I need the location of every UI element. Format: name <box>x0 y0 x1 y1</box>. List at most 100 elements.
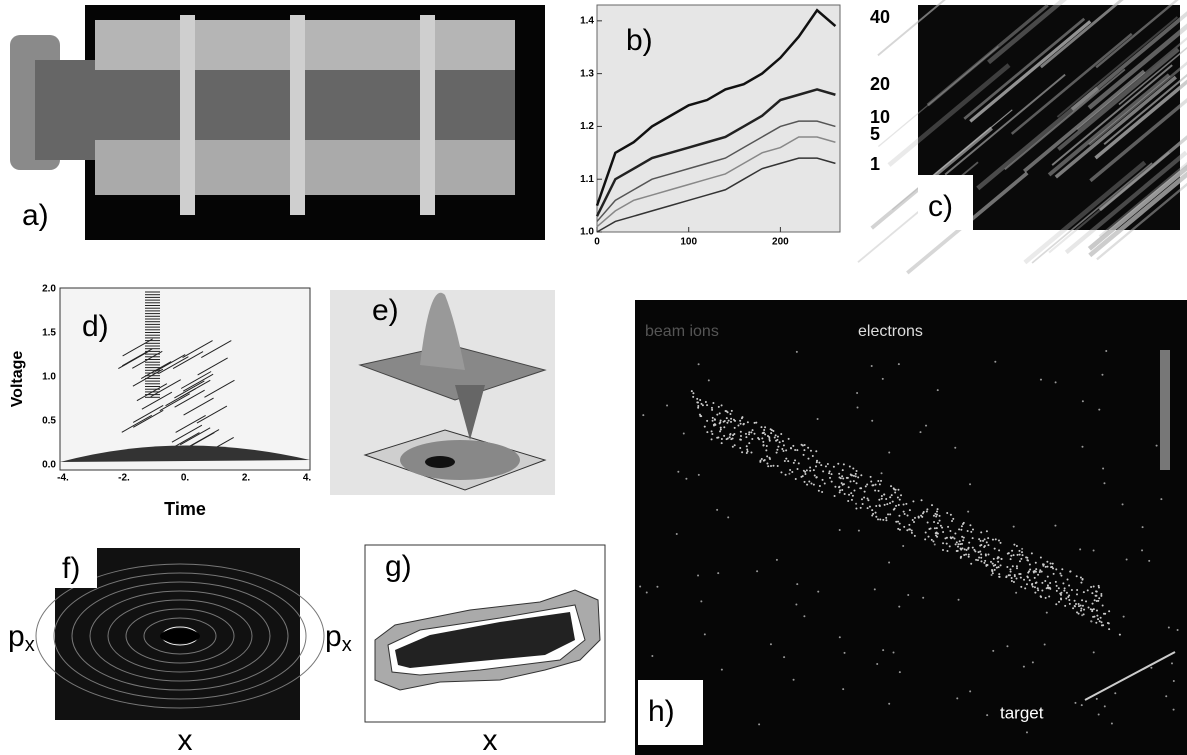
particle <box>1078 603 1080 605</box>
particle <box>740 431 742 433</box>
particle <box>963 554 965 556</box>
particle <box>676 533 678 535</box>
particle <box>853 489 855 491</box>
particle <box>985 553 987 555</box>
particle <box>936 532 938 534</box>
particle <box>721 669 723 671</box>
particle <box>936 514 938 516</box>
particle <box>897 528 899 530</box>
axis-label: px <box>325 620 352 656</box>
particle <box>875 512 877 514</box>
particle <box>723 421 725 423</box>
particle <box>921 499 923 501</box>
particle <box>704 426 706 428</box>
particle <box>1054 525 1056 527</box>
particle <box>1114 692 1116 694</box>
particle <box>719 412 721 414</box>
particle <box>889 496 891 498</box>
particle <box>1173 680 1175 682</box>
particle <box>1034 586 1036 588</box>
particle <box>1047 576 1049 578</box>
particle <box>886 503 888 505</box>
particle <box>893 651 895 653</box>
axis-label: x <box>483 724 498 755</box>
particle <box>699 399 701 401</box>
particle <box>1050 566 1052 568</box>
particle <box>1173 709 1175 711</box>
x-tick-label: 0. <box>181 473 190 484</box>
particle <box>993 558 995 560</box>
particle <box>980 531 982 533</box>
particle <box>764 433 766 435</box>
particle <box>803 449 805 451</box>
particle <box>905 503 907 505</box>
particle <box>1081 579 1083 581</box>
particle <box>1081 599 1083 601</box>
particle <box>802 444 804 446</box>
particle <box>1076 593 1078 595</box>
particle <box>716 414 718 416</box>
particle <box>1090 586 1092 588</box>
particle <box>903 511 905 513</box>
particle <box>775 434 777 436</box>
particle <box>1156 445 1158 447</box>
particle <box>763 460 765 462</box>
x-tick-label: -2. <box>118 473 130 484</box>
particle <box>1101 374 1103 376</box>
particle <box>1000 542 1002 544</box>
particle <box>875 505 877 507</box>
particle <box>780 433 782 435</box>
particle <box>816 476 818 478</box>
particle <box>726 417 728 419</box>
particle <box>646 591 648 593</box>
particle <box>802 475 804 477</box>
particle <box>785 474 787 476</box>
particle <box>1098 714 1100 716</box>
particle <box>1055 581 1057 583</box>
y-tick-label: 1.3 <box>580 68 594 79</box>
particle <box>933 515 935 517</box>
particle <box>769 458 771 460</box>
particle <box>732 434 734 436</box>
y-tick-label: 1.0 <box>42 372 56 383</box>
particle <box>750 431 752 433</box>
particle <box>894 492 896 494</box>
particle <box>867 507 869 509</box>
particle <box>1148 560 1150 562</box>
particle <box>918 517 920 519</box>
particle <box>942 542 944 544</box>
particle <box>770 428 772 430</box>
panel-b: b) 1.01.11.21.31.4010020040201051 <box>580 5 890 248</box>
particle <box>808 480 810 482</box>
particle <box>770 432 772 434</box>
particle <box>781 448 783 450</box>
particle <box>939 520 941 522</box>
particle <box>1023 666 1025 668</box>
particle <box>1031 583 1033 585</box>
particle <box>1095 595 1097 597</box>
particle <box>1060 598 1062 600</box>
particle <box>700 600 702 602</box>
particle <box>839 529 841 531</box>
particle <box>754 422 756 424</box>
particle <box>1069 571 1071 573</box>
particle <box>968 554 970 556</box>
particle <box>889 502 891 504</box>
particle <box>1081 704 1083 706</box>
particle <box>739 420 741 422</box>
particle <box>806 484 808 486</box>
particle <box>1060 594 1062 596</box>
particle <box>1067 578 1069 580</box>
particle <box>957 546 959 548</box>
particle <box>1096 591 1098 593</box>
particle <box>1065 597 1067 599</box>
particle <box>1017 554 1019 556</box>
particle <box>827 463 829 465</box>
particle <box>953 537 955 539</box>
particle <box>867 499 869 501</box>
particle <box>1111 723 1113 725</box>
particle <box>890 485 892 487</box>
particle <box>867 497 869 499</box>
particle <box>959 540 961 542</box>
particle <box>1058 601 1060 603</box>
